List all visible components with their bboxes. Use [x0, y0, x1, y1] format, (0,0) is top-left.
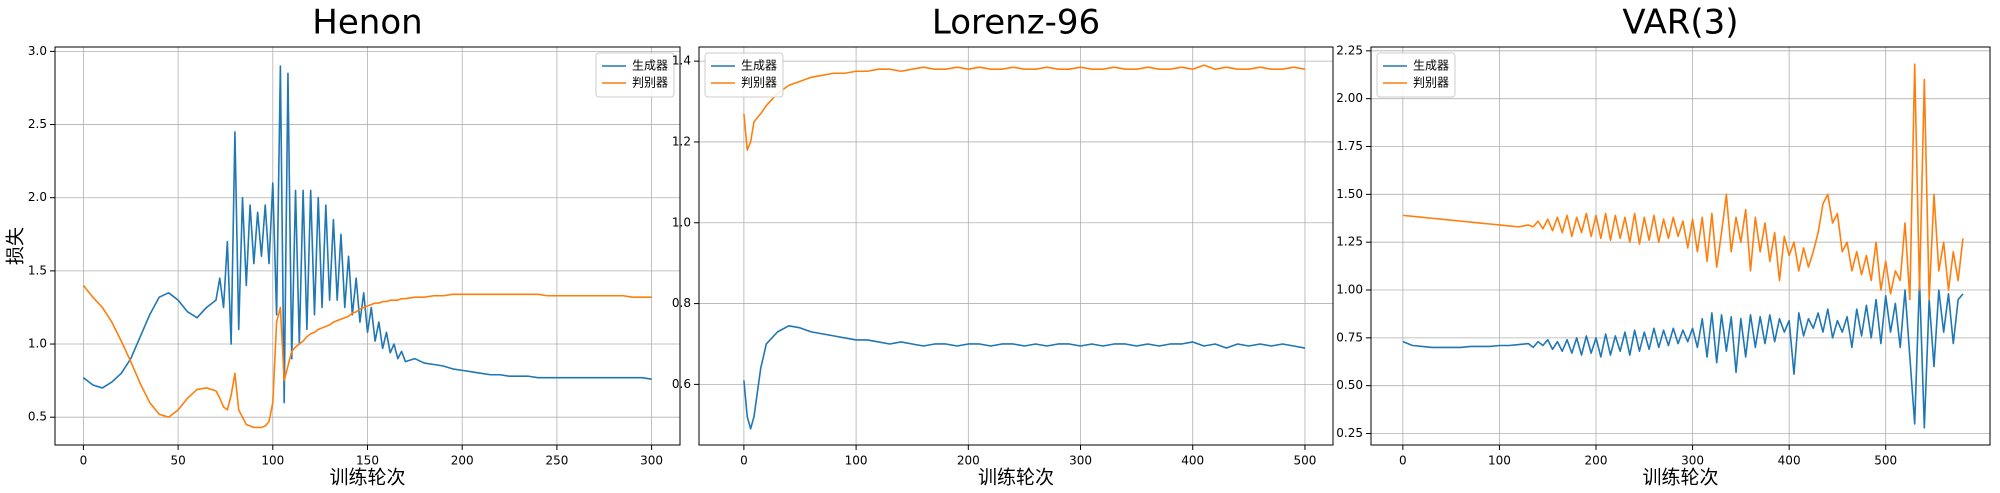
y-tick-label: 2.5 — [28, 117, 47, 131]
legend-box — [704, 52, 784, 98]
y-tick-label: 1.75 — [1336, 139, 1363, 153]
legend-box — [1376, 52, 1456, 98]
y-tick-label: 2.00 — [1336, 91, 1363, 105]
x-tick-label: 200 — [957, 454, 980, 468]
y-tick-label: 1.4 — [672, 54, 691, 68]
y-tick-label: 0.5 — [28, 410, 47, 424]
y-tick-label: 1.2 — [672, 134, 691, 148]
legend-label: 判别器 — [1413, 76, 1449, 90]
x-tick-label: 150 — [356, 454, 379, 468]
plot-frame — [698, 46, 1334, 446]
plot-area — [1371, 47, 1990, 445]
plot-frame — [54, 46, 681, 446]
x-axis-label: 训练轮次 — [329, 467, 405, 489]
legend-box — [595, 52, 675, 98]
y-tick-label: 0.75 — [1336, 330, 1363, 344]
y-tick-label: 0.8 — [672, 296, 691, 310]
y-tick-label: 1.0 — [672, 215, 691, 229]
x-axis-label: 训练轮次 — [1642, 467, 1718, 489]
x-tick-label: 0 — [80, 454, 88, 468]
x-axis-label: 训练轮次 — [978, 467, 1054, 489]
y-tick-label: 1.50 — [1336, 187, 1363, 201]
x-tick-label: 0 — [1399, 454, 1407, 468]
x-tick-label: 500 — [1874, 454, 1897, 468]
series-line — [82, 65, 652, 404]
y-tick-label: 3.0 — [28, 44, 47, 58]
legend-label: 生成器 — [741, 59, 777, 73]
x-tick-label: 50 — [170, 454, 185, 468]
x-tick-label: 100 — [1488, 454, 1511, 468]
series-line — [743, 325, 1306, 430]
series-line — [1402, 63, 1964, 301]
y-tick-label: 0.25 — [1336, 426, 1363, 440]
y-tick-label: 2.25 — [1336, 43, 1363, 57]
x-tick-label: 400 — [1181, 454, 1204, 468]
y-tick-label: 0.50 — [1336, 378, 1363, 392]
legend-label: 生成器 — [632, 59, 668, 73]
legend-label: 生成器 — [1413, 59, 1449, 73]
y-axis-label: 损失 — [5, 227, 27, 265]
x-tick-label: 500 — [1293, 454, 1316, 468]
x-tick-label: 300 — [1069, 454, 1092, 468]
x-tick-label: 250 — [545, 454, 568, 468]
plot-area — [699, 47, 1333, 445]
chart-title: VAR(3) — [1622, 3, 1738, 43]
x-tick-label: 200 — [1585, 454, 1608, 468]
x-tick-label: 300 — [640, 454, 663, 468]
y-tick-label: 1.00 — [1336, 283, 1363, 297]
series-line — [1402, 279, 1964, 429]
x-tick-label: 100 — [845, 454, 868, 468]
chart-title: Henon — [312, 3, 422, 43]
x-tick-label: 100 — [261, 454, 284, 468]
y-tick-label: 1.5 — [28, 263, 47, 277]
series-line — [743, 64, 1306, 151]
x-tick-label: 200 — [451, 454, 474, 468]
y-tick-label: 1.0 — [28, 337, 47, 351]
legend-label: 判别器 — [741, 76, 777, 90]
x-tick-label: 400 — [1778, 454, 1801, 468]
legend-label: 判别器 — [632, 76, 668, 90]
chart-title: Lorenz-96 — [932, 3, 1100, 43]
y-tick-label: 1.25 — [1336, 235, 1363, 249]
x-tick-label: 300 — [1681, 454, 1704, 468]
y-tick-label: 2.0 — [28, 190, 47, 204]
series-line — [82, 285, 652, 429]
x-tick-label: 0 — [740, 454, 748, 468]
y-tick-label: 0.6 — [672, 377, 691, 391]
plot-frame — [1370, 46, 1991, 446]
